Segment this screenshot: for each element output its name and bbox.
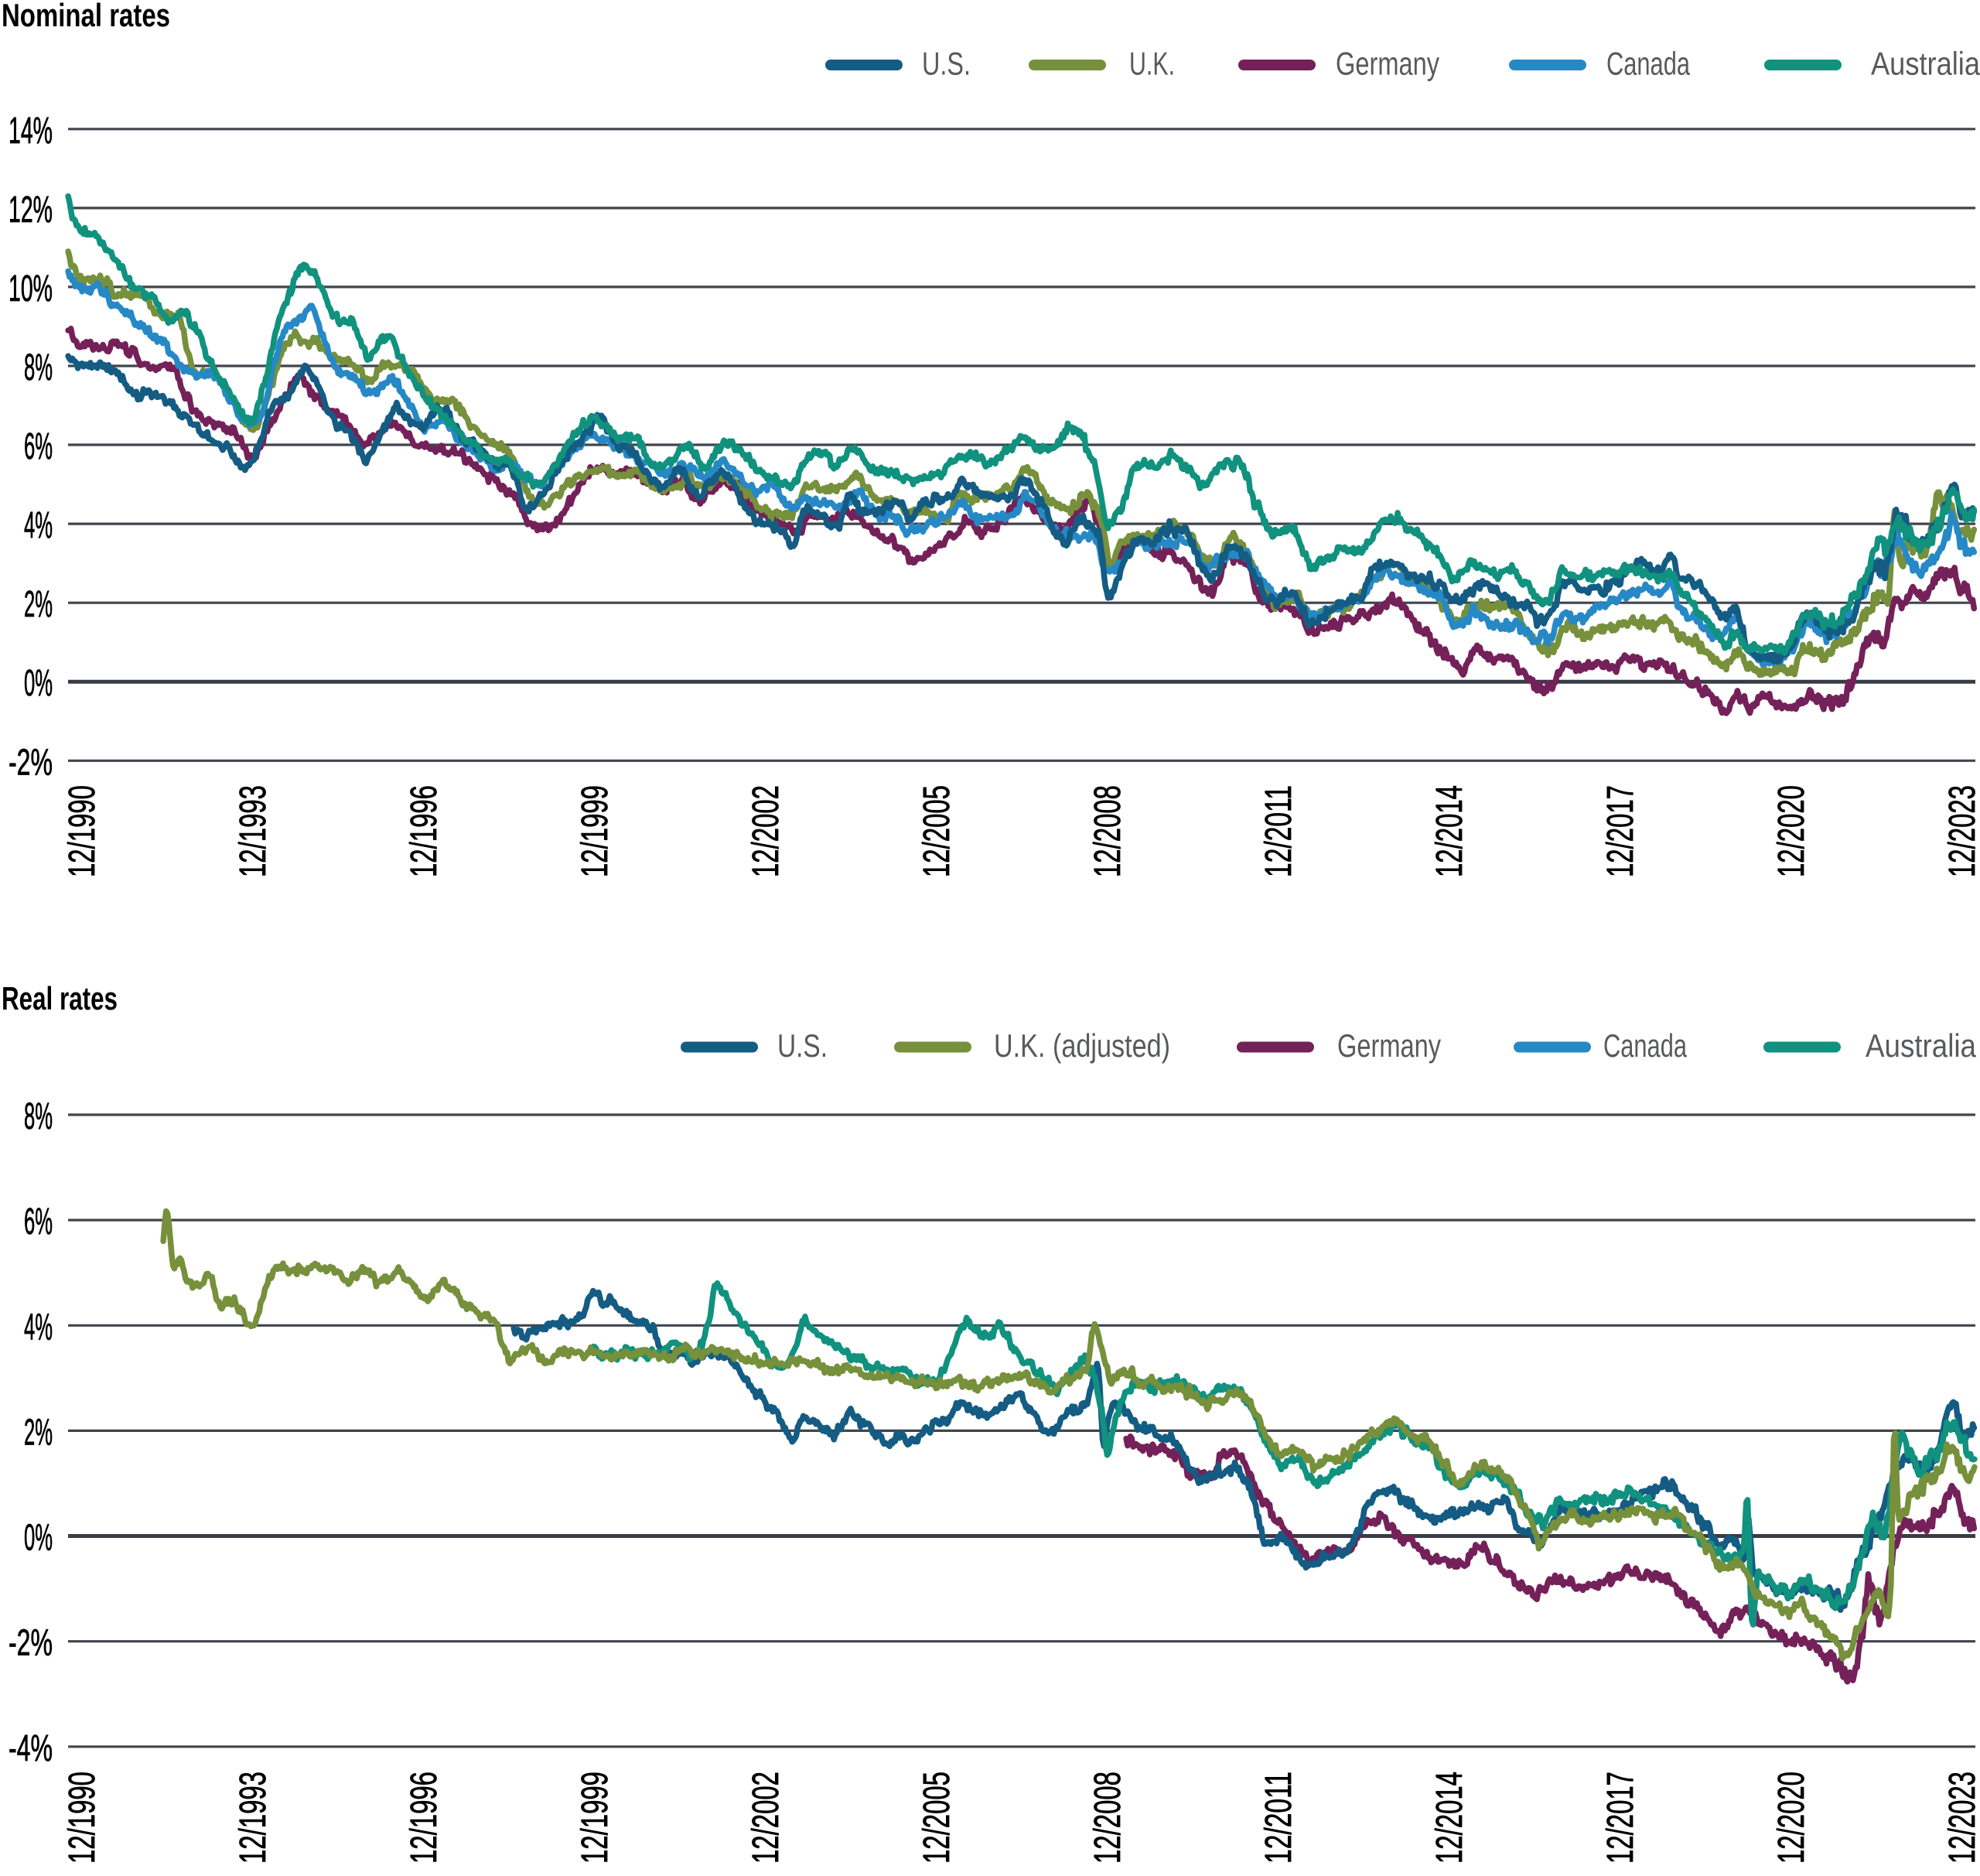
svg-text:12/2002: 12/2002 (746, 1772, 787, 1864)
svg-text:Australia: Australia (1871, 46, 1980, 82)
svg-text:4%: 4% (24, 1307, 53, 1348)
svg-text:10%: 10% (9, 268, 53, 309)
svg-text:12/2017: 12/2017 (1600, 1772, 1641, 1864)
svg-text:12/1999: 12/1999 (575, 785, 616, 877)
svg-text:Canada: Canada (1606, 46, 1690, 82)
svg-text:12/2014: 12/2014 (1429, 1772, 1470, 1864)
svg-text:12/2014: 12/2014 (1429, 785, 1470, 877)
svg-text:2%: 2% (24, 584, 53, 625)
svg-text:12/2005: 12/2005 (917, 1772, 958, 1864)
svg-text:12/2020: 12/2020 (1771, 1772, 1812, 1864)
svg-text:12/2023: 12/2023 (1942, 785, 1980, 877)
svg-text:12/1996: 12/1996 (404, 785, 445, 877)
svg-text:12/2008: 12/2008 (1087, 1772, 1128, 1864)
svg-text:U.K.: U.K. (1129, 46, 1175, 82)
svg-text:8%: 8% (24, 347, 53, 388)
svg-text:12/2020: 12/2020 (1771, 785, 1812, 877)
svg-text:14%: 14% (9, 111, 53, 152)
svg-text:U.S.: U.S. (777, 1027, 828, 1064)
svg-text:4%: 4% (24, 505, 53, 546)
svg-text:12/1999: 12/1999 (575, 1772, 616, 1864)
svg-text:-4%: -4% (9, 1728, 53, 1769)
svg-text:2%: 2% (24, 1412, 53, 1453)
svg-text:12/1990: 12/1990 (62, 785, 103, 877)
svg-text:12/2023: 12/2023 (1942, 1772, 1980, 1864)
svg-text:-2%: -2% (9, 742, 53, 783)
svg-text:-2%: -2% (9, 1623, 53, 1664)
svg-text:12%: 12% (9, 190, 53, 231)
svg-text:Germany: Germany (1336, 46, 1439, 82)
svg-text:Germany: Germany (1337, 1027, 1441, 1064)
svg-text:U.S.: U.S. (922, 46, 971, 82)
svg-text:Nominal rates: Nominal rates (2, 0, 170, 33)
svg-text:6%: 6% (24, 1201, 53, 1242)
svg-text:12/1993: 12/1993 (233, 1772, 274, 1864)
svg-text:12/2005: 12/2005 (917, 785, 958, 877)
svg-text:12/2011: 12/2011 (1258, 1772, 1299, 1864)
svg-text:12/1990: 12/1990 (62, 1772, 103, 1864)
svg-text:6%: 6% (24, 426, 53, 467)
svg-text:0%: 0% (24, 1518, 53, 1559)
svg-text:12/2008: 12/2008 (1087, 785, 1128, 877)
svg-text:12/1993: 12/1993 (233, 785, 274, 877)
svg-text:Canada: Canada (1603, 1027, 1687, 1064)
svg-text:12/1996: 12/1996 (404, 1772, 445, 1864)
svg-text:12/2002: 12/2002 (746, 785, 787, 877)
svg-text:8%: 8% (24, 1096, 53, 1137)
svg-text:12/2017: 12/2017 (1600, 785, 1641, 877)
svg-text:Real rates: Real rates (2, 980, 118, 1017)
svg-text:0%: 0% (24, 663, 53, 704)
svg-text:U.K. (adjusted): U.K. (adjusted) (994, 1027, 1170, 1064)
svg-text:12/2011: 12/2011 (1258, 785, 1299, 877)
svg-text:Australia: Australia (1866, 1027, 1977, 1064)
